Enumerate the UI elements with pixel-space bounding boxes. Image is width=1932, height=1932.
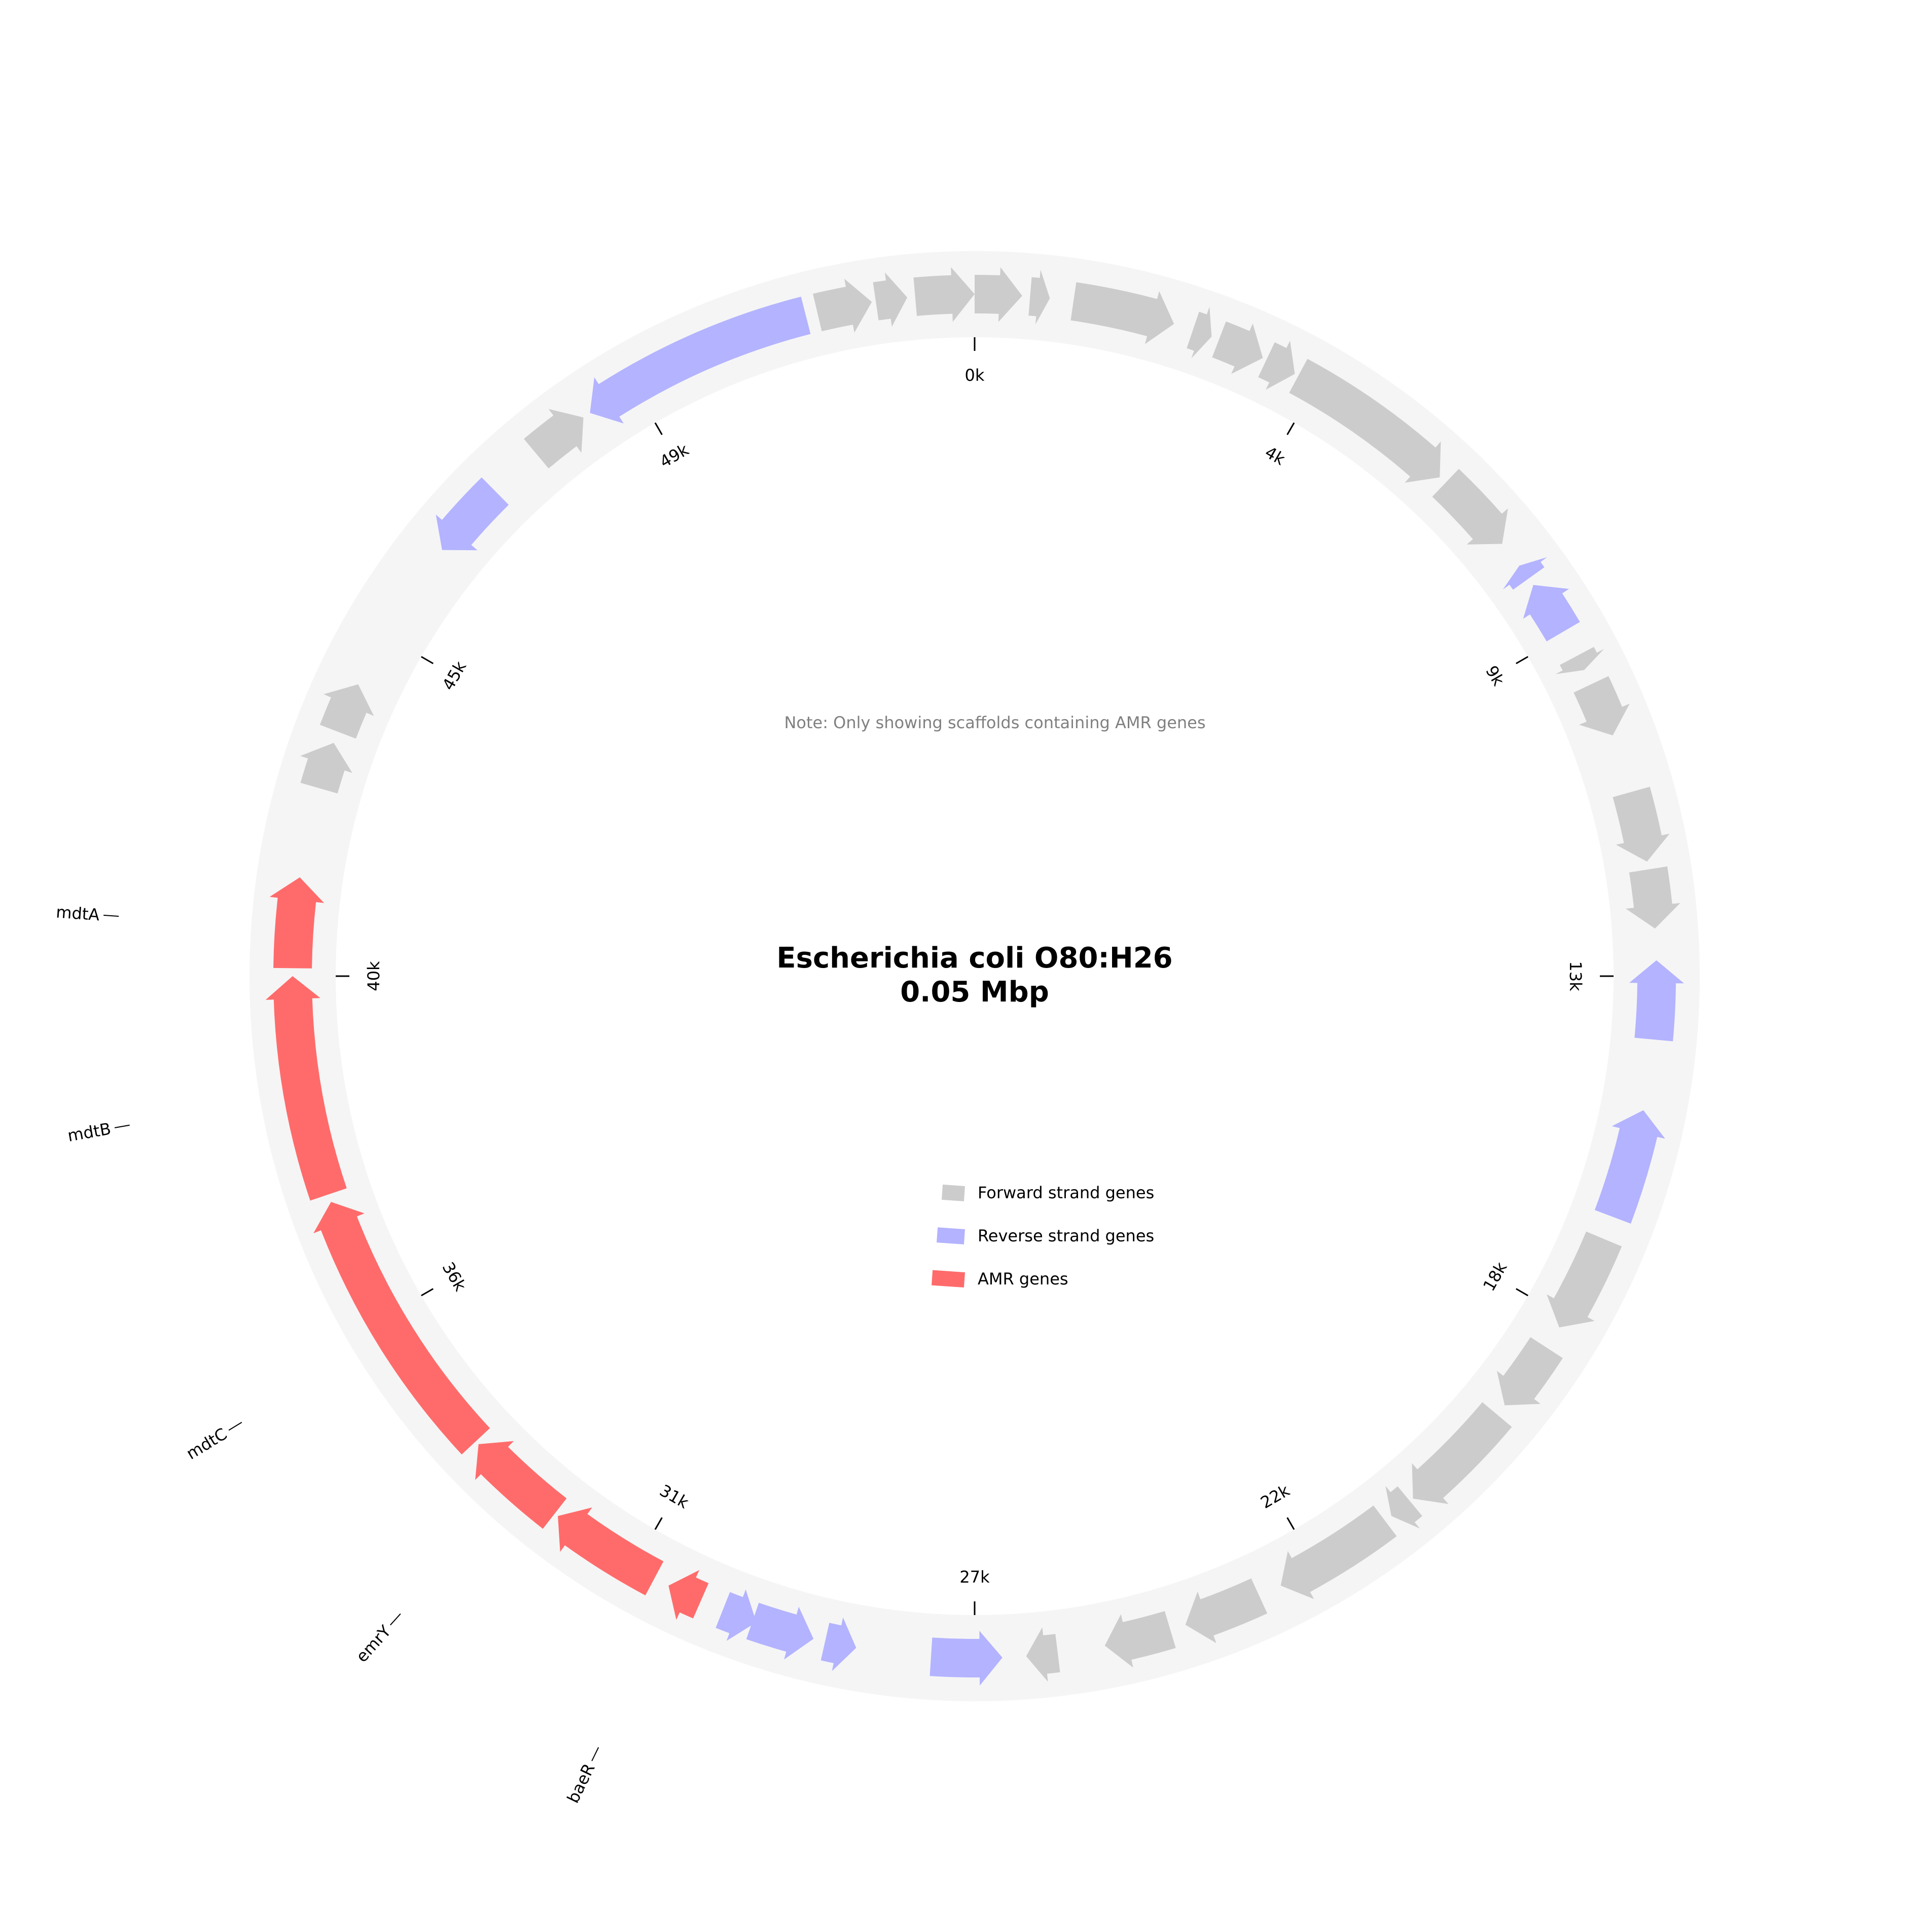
forward-gene-arrow-41 (913, 267, 975, 322)
amr-gene-arrow-32 (265, 976, 347, 1201)
tick-line-4 (1516, 1288, 1528, 1297)
forward-gene-arrow-2 (1070, 282, 1174, 344)
legend-swatch-reverse (937, 1227, 965, 1245)
forward-gene-arrow-12 (1613, 786, 1670, 862)
amr-label-baeR: baeR (563, 1747, 599, 1806)
tick-label-8: 36k (438, 1259, 470, 1295)
tick-marks: 0k 4k 9k 13k 18k 22k 27k 31k 36k 40k 45k 49k (336, 337, 1614, 1615)
genes-layer (265, 267, 1684, 1686)
forward-gene-arrow-21 (1185, 1578, 1268, 1643)
amr-label-text: mdtA (55, 902, 100, 924)
amr-gene-arrow-33 (269, 877, 325, 969)
reverse-gene-arrow-25 (820, 1617, 856, 1671)
forward-gene-arrow-40 (873, 272, 908, 327)
genome-title: Escherichia coli O80:H26 (776, 942, 1172, 975)
forward-gene-arrow-13 (1626, 866, 1680, 929)
tick-label-10: 45k (438, 658, 470, 694)
forward-gene-arrow-39 (813, 278, 872, 333)
amr-label-text: emrY (352, 1622, 395, 1666)
forward-gene-arrow-18 (1412, 1402, 1512, 1505)
amr-label-leader (390, 1613, 401, 1626)
tick-line-7 (654, 1517, 663, 1530)
forward-gene-arrow-37 (524, 409, 584, 469)
genome-size: 0.05 Mbp (900, 976, 1049, 1009)
reverse-gene-arrow-27 (715, 1589, 757, 1641)
forward-gene-arrow-11 (1573, 676, 1630, 736)
amr-label-leader (591, 1747, 599, 1762)
legend-swatch-amr (932, 1270, 965, 1288)
reverse-gene-arrow-15 (1594, 1110, 1665, 1224)
amr-label-text: mdtC (183, 1424, 231, 1463)
amr-label-emrY: emrY (352, 1613, 401, 1666)
tick-line-1 (1286, 422, 1295, 435)
tick-label-11: 49k (656, 440, 692, 472)
forward-gene-arrow-5 (1258, 340, 1295, 390)
legend-label-forward: Forward strand genes (978, 1183, 1154, 1202)
legend-label-amr: AMR genes (978, 1269, 1068, 1289)
forward-gene-arrow-34 (300, 742, 352, 794)
amr-label-mdtB: mdtB (66, 1119, 130, 1146)
forward-gene-arrow-6 (1289, 359, 1441, 483)
amr-label-leader (114, 1124, 130, 1129)
tick-line-5 (1286, 1517, 1295, 1530)
tick-line-8 (421, 1288, 434, 1297)
reverse-gene-arrow-14 (1629, 960, 1684, 1042)
scaffold-note: Note: Only showing scaffolds containing … (784, 713, 1205, 732)
forward-gene-arrow-7 (1432, 469, 1508, 545)
reverse-gene-arrow-26 (746, 1602, 814, 1660)
forward-gene-arrow-35 (319, 684, 374, 739)
tick-label-9: 40k (364, 961, 383, 991)
amr-label-mdtC: mdtC (183, 1422, 242, 1463)
legend-label-reverse: Reverse strand genes (978, 1226, 1154, 1245)
amr-gene-arrow-28 (668, 1570, 709, 1620)
amr-label-mdtA: mdtA (55, 902, 119, 924)
forward-gene-arrow-22 (1104, 1611, 1176, 1668)
reverse-gene-arrow-24 (929, 1630, 1003, 1686)
forward-gene-arrow-16 (1547, 1231, 1622, 1328)
amr-label-text: baeR (563, 1761, 599, 1806)
tick-label-1: 4k (1262, 443, 1289, 470)
legend-swatch-forward (942, 1185, 965, 1202)
forward-gene-arrow-1 (1028, 270, 1050, 325)
tick-label-7: 31k (656, 1481, 692, 1513)
forward-gene-arrow-17 (1496, 1337, 1563, 1406)
forward-gene-arrow-23 (1026, 1627, 1060, 1682)
amr-gene-arrow-31 (313, 1202, 490, 1455)
forward-gene-arrow-3 (1187, 306, 1212, 359)
tick-label-4: 18k (1479, 1259, 1511, 1295)
reverse-gene-arrow-36 (436, 477, 509, 551)
tick-line-2 (1516, 656, 1528, 664)
amr-gene-arrow-30 (475, 1441, 567, 1529)
tick-label-2: 9k (1482, 662, 1509, 689)
tick-label-5: 22k (1257, 1481, 1293, 1513)
legend: Forward strand genes Reverse strand genes… (932, 1183, 1154, 1289)
tick-label-6: 27k (959, 1567, 990, 1587)
tick-line-11 (654, 422, 663, 435)
forward-gene-arrow-19 (1385, 1486, 1422, 1529)
forward-gene-arrow-0 (975, 267, 1022, 322)
reverse-gene-arrow-9 (1523, 585, 1580, 641)
tick-label-3: 13k (1566, 961, 1585, 991)
tick-line-10 (421, 656, 434, 664)
amr-label-leader (103, 914, 119, 917)
amr-label-text: mdtB (66, 1119, 112, 1146)
forward-gene-arrow-20 (1280, 1505, 1397, 1599)
tick-label-0: 0k (965, 366, 985, 385)
reverse-gene-arrow-8 (1502, 557, 1547, 590)
amr-label-leader (228, 1422, 242, 1431)
forward-gene-arrow-10 (1555, 647, 1604, 674)
forward-gene-arrow-4 (1212, 321, 1263, 374)
reverse-gene-arrow-38 (590, 297, 811, 424)
amr-gene-arrow-29 (558, 1507, 664, 1596)
